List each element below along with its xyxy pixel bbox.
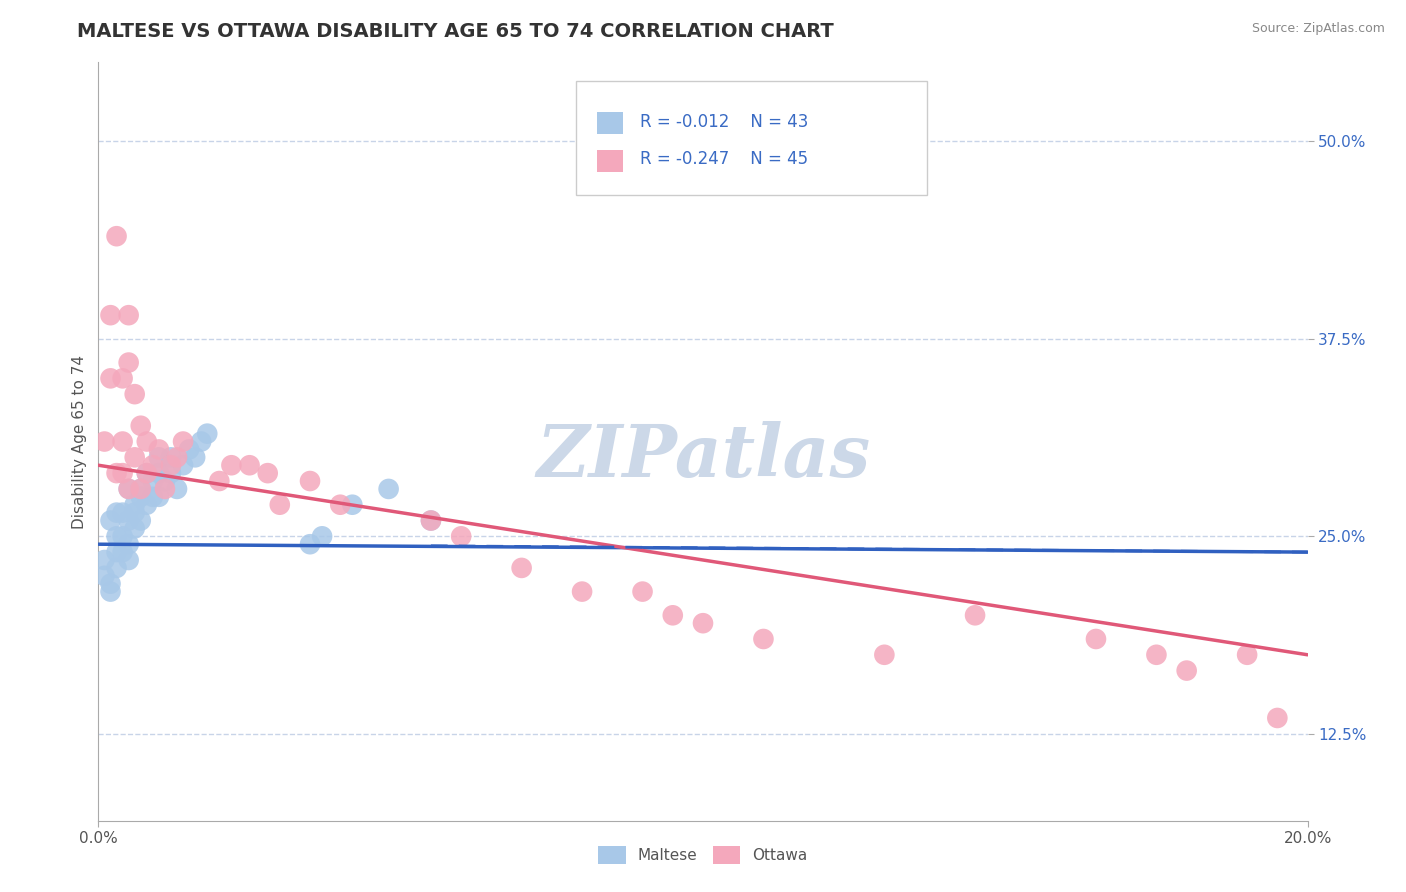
Point [661, 608, 683, 623]
Point [124, 506, 146, 520]
Point [311, 529, 333, 543]
Legend: Maltese, Ottawa: Maltese, Ottawa [592, 840, 814, 870]
Point [172, 434, 194, 449]
Point [299, 474, 322, 488]
Point [118, 553, 141, 567]
Point [129, 490, 152, 504]
Point [93, 553, 115, 567]
Point [172, 458, 194, 473]
Text: R = -0.247    N = 45: R = -0.247 N = 45 [640, 151, 808, 169]
Point [105, 466, 128, 480]
Point [148, 490, 170, 504]
Point [111, 545, 134, 559]
Point [148, 450, 170, 465]
Point [1267, 711, 1289, 725]
Point [160, 466, 183, 480]
Point [377, 482, 399, 496]
Point [124, 387, 146, 401]
Text: ZIPatlas: ZIPatlas [536, 421, 870, 492]
Point [153, 474, 176, 488]
Point [118, 514, 141, 528]
Point [135, 434, 157, 449]
Point [135, 466, 157, 480]
Point [111, 466, 134, 480]
Point [571, 584, 593, 599]
Point [111, 434, 134, 449]
Point [124, 521, 146, 535]
Point [1085, 632, 1108, 646]
Point [299, 537, 322, 551]
Point [179, 442, 201, 457]
Point [129, 514, 152, 528]
Point [195, 426, 218, 441]
Point [208, 474, 231, 488]
Point [1175, 664, 1198, 678]
Point [118, 482, 141, 496]
Point [873, 648, 896, 662]
Point [118, 308, 141, 322]
Point [166, 482, 188, 496]
Text: MALTESE VS OTTAWA DISABILITY AGE 65 TO 74 CORRELATION CHART: MALTESE VS OTTAWA DISABILITY AGE 65 TO 7… [77, 22, 834, 41]
Point [118, 537, 141, 551]
Point [342, 498, 364, 512]
Point [93, 434, 115, 449]
Point [129, 482, 152, 496]
Point [118, 482, 141, 496]
Point [100, 584, 122, 599]
Point [142, 458, 165, 473]
Point [269, 498, 291, 512]
Point [100, 308, 122, 322]
Y-axis label: Disability Age 65 to 74: Disability Age 65 to 74 [72, 354, 87, 529]
Point [420, 514, 443, 528]
Point [135, 466, 157, 480]
Point [1144, 648, 1167, 662]
Text: Source: ZipAtlas.com: Source: ZipAtlas.com [1251, 22, 1385, 36]
Point [100, 514, 122, 528]
Text: R = -0.012    N = 43: R = -0.012 N = 43 [640, 112, 808, 130]
Bar [596, 112, 623, 135]
Point [118, 355, 141, 369]
Point [129, 418, 152, 433]
Point [153, 482, 176, 496]
Point [256, 466, 278, 480]
Point [184, 450, 207, 465]
Point [105, 561, 128, 575]
Point [510, 561, 533, 575]
Point [124, 498, 146, 512]
Point [965, 608, 987, 623]
Point [135, 498, 157, 512]
Point [160, 450, 183, 465]
Point [105, 506, 128, 520]
Bar [596, 150, 623, 172]
Point [100, 371, 122, 385]
Point [111, 529, 134, 543]
Point [105, 229, 128, 244]
Point [692, 616, 714, 631]
Point [100, 576, 122, 591]
Point [142, 474, 165, 488]
Point [148, 442, 170, 457]
Point [124, 450, 146, 465]
Point [239, 458, 262, 473]
Point [142, 490, 165, 504]
Point [420, 514, 443, 528]
Point [148, 466, 170, 480]
Point [1236, 648, 1258, 662]
Point [450, 529, 472, 543]
Point [111, 371, 134, 385]
Point [631, 584, 654, 599]
Point [221, 458, 243, 473]
Point [111, 506, 134, 520]
Point [105, 545, 128, 559]
Point [329, 498, 352, 512]
Point [190, 434, 212, 449]
Point [105, 529, 128, 543]
Point [160, 458, 183, 473]
Point [166, 450, 188, 465]
FancyBboxPatch shape [576, 81, 927, 195]
Point [93, 569, 115, 583]
Point [752, 632, 775, 646]
Point [129, 482, 152, 496]
